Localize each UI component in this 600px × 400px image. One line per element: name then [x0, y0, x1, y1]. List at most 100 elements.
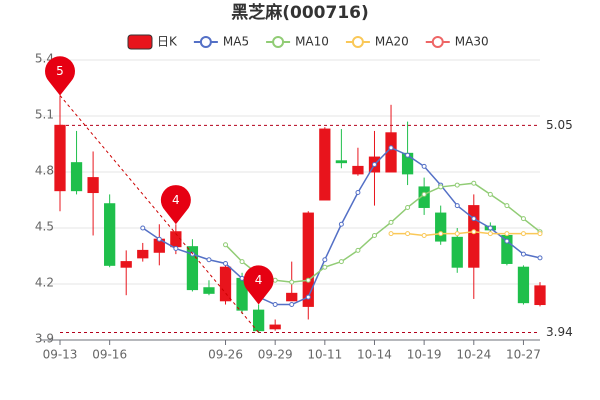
x-tick-label: 10-11	[307, 348, 342, 362]
ma-point	[289, 302, 295, 308]
annotation-pin	[45, 56, 75, 96]
ma-point	[405, 204, 411, 210]
ma-point	[471, 216, 477, 222]
candle-body	[87, 177, 99, 194]
x-tick-label: 10-19	[407, 348, 442, 362]
ma-point	[239, 259, 245, 265]
chart-title: 黑芝麻(000716)	[231, 2, 369, 23]
candle-body	[286, 292, 298, 302]
legend-item: MA30	[425, 35, 489, 49]
ma-point	[421, 191, 427, 197]
ma-point	[520, 251, 526, 257]
ma-point	[454, 182, 460, 188]
ma-point	[140, 225, 146, 231]
legend-label: MA5	[223, 35, 249, 49]
legend-label: 日K	[157, 35, 178, 49]
reference-label: 5.05	[546, 118, 573, 132]
ma-point	[239, 275, 245, 281]
ma-point	[371, 162, 377, 168]
legend-item: MA5	[193, 35, 249, 49]
candle-body	[319, 128, 331, 201]
candle-body	[352, 165, 364, 175]
legend-item: 日K	[127, 34, 178, 50]
ma-point	[305, 277, 311, 283]
legend-marker	[127, 34, 153, 50]
x-tick-label: 09-29	[258, 348, 293, 362]
ma-point	[537, 255, 543, 261]
ma-point	[355, 190, 361, 196]
ma-point	[388, 145, 394, 151]
ma-point	[338, 259, 344, 265]
ma-point	[206, 257, 212, 263]
ma-point	[504, 231, 510, 237]
candle-body	[186, 246, 199, 291]
candle-body	[137, 249, 149, 259]
ma-point	[438, 231, 444, 237]
ma-point	[272, 277, 278, 283]
ma-point	[272, 302, 278, 308]
candle-body	[120, 261, 132, 268]
ma-point	[322, 257, 328, 263]
ma-point	[371, 232, 377, 238]
ma-point	[471, 229, 477, 235]
x-tick-label: 10-27	[506, 348, 541, 362]
ma-point	[438, 184, 444, 190]
candle-body	[534, 285, 546, 306]
ma-point	[504, 203, 510, 209]
legend-label: MA10	[295, 35, 329, 49]
x-tick-label: 10-24	[456, 348, 491, 362]
ma-point	[520, 231, 526, 237]
ma-point	[156, 236, 162, 242]
candle-body	[104, 203, 116, 266]
y-tick-label: 3.9	[35, 332, 54, 346]
annotation-label: 4	[172, 193, 180, 207]
candle-body	[54, 124, 66, 192]
ma-point	[223, 242, 229, 248]
ma-point	[504, 238, 510, 244]
legend-marker	[431, 36, 444, 48]
candle-body	[335, 160, 348, 164]
ma-point	[454, 203, 460, 209]
annotation-label: 4	[255, 273, 263, 287]
x-tick-label: 09-13	[43, 348, 78, 362]
y-tick-label: 4.5	[35, 220, 54, 234]
ma-point	[487, 225, 493, 231]
ma-point	[421, 232, 427, 238]
candle-body	[418, 186, 430, 208]
ma-point	[471, 180, 477, 186]
candle-body	[302, 212, 314, 307]
y-tick-label: 4.8	[35, 164, 54, 178]
annotation-pin	[243, 265, 274, 305]
candle-body	[70, 162, 83, 192]
candle-body	[252, 309, 265, 332]
ma-line	[391, 230, 540, 237]
candle-body	[451, 236, 463, 268]
ma-point	[405, 152, 411, 158]
ma-point	[487, 231, 493, 237]
annotation-pin	[160, 185, 191, 225]
ma-point	[355, 247, 361, 253]
candle-body	[203, 287, 215, 294]
ma-point	[305, 294, 311, 300]
x-tick-label: 10-14	[357, 348, 392, 362]
ma-point	[405, 231, 411, 237]
ma-point	[289, 279, 295, 285]
candle-body	[435, 212, 447, 242]
x-tick-label: 09-26	[208, 348, 243, 362]
ma-point	[421, 163, 427, 169]
candle-body	[219, 266, 232, 302]
legend-marker	[351, 36, 364, 48]
annotation-label: 5	[56, 64, 64, 78]
reference-label: 3.94	[546, 325, 573, 339]
candle-body	[517, 266, 530, 304]
ma-point	[520, 216, 526, 222]
ma-point	[388, 219, 394, 225]
ma-point	[173, 246, 179, 252]
ma-point	[338, 221, 344, 227]
legend-item: MA10	[266, 35, 329, 49]
legend-label: MA30	[455, 35, 489, 49]
candle-body	[468, 205, 480, 268]
ma-point	[388, 231, 394, 237]
ma-point	[487, 191, 493, 197]
